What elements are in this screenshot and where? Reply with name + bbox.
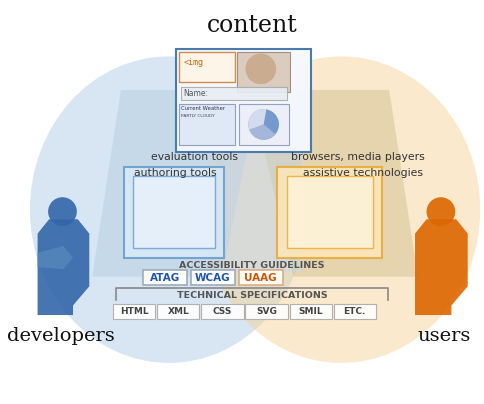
Text: <img: <img [183,58,203,67]
Text: CSS: CSS [213,307,232,316]
Text: HTML: HTML [120,307,149,316]
FancyBboxPatch shape [157,303,199,319]
Text: developers: developers [7,327,114,345]
FancyBboxPatch shape [182,87,287,101]
Text: UAAG: UAAG [244,273,277,283]
Polygon shape [207,90,303,272]
Polygon shape [415,219,468,315]
Text: assistive technologies: assistive technologies [303,168,424,178]
Text: content: content [207,14,298,37]
Text: ATAG: ATAG [150,273,180,283]
FancyBboxPatch shape [237,52,289,92]
Circle shape [426,197,455,226]
FancyBboxPatch shape [124,166,225,258]
Circle shape [48,197,77,226]
FancyBboxPatch shape [239,270,283,285]
Polygon shape [250,90,418,277]
FancyBboxPatch shape [177,49,311,152]
Text: PARTLY CLOUDY: PARTLY CLOUDY [182,114,215,118]
FancyBboxPatch shape [201,303,243,319]
Circle shape [245,53,276,84]
Polygon shape [38,246,73,269]
Text: XML: XML [167,307,189,316]
Circle shape [248,109,279,140]
Text: ETC.: ETC. [344,307,366,316]
Text: TECHNICAL SPECIFICATIONS: TECHNICAL SPECIFICATIONS [177,291,328,301]
FancyBboxPatch shape [289,303,332,319]
FancyBboxPatch shape [134,176,215,248]
Polygon shape [92,90,260,277]
Text: authoring tools: authoring tools [134,168,217,178]
Polygon shape [38,219,90,315]
FancyBboxPatch shape [180,52,235,82]
FancyBboxPatch shape [191,270,235,285]
Text: SVG: SVG [256,307,277,316]
Text: ACCESSIBILITY GUIDELINES: ACCESSIBILITY GUIDELINES [180,261,325,270]
Text: WCAG: WCAG [195,273,231,283]
FancyBboxPatch shape [180,104,235,145]
Text: Current Weather: Current Weather [182,106,226,111]
Ellipse shape [202,57,480,363]
FancyBboxPatch shape [113,303,155,319]
Ellipse shape [30,57,308,363]
FancyBboxPatch shape [333,303,376,319]
FancyBboxPatch shape [277,166,382,258]
Text: browsers, media players: browsers, media players [291,152,424,162]
FancyBboxPatch shape [239,104,288,145]
FancyBboxPatch shape [245,303,287,319]
FancyBboxPatch shape [143,270,187,285]
Wedge shape [248,109,266,130]
Text: users: users [417,327,470,345]
Text: Name:: Name: [183,89,208,98]
Text: evaluation tools: evaluation tools [151,152,238,162]
Text: SMIL: SMIL [298,307,323,316]
Wedge shape [249,124,275,140]
FancyBboxPatch shape [287,176,373,248]
